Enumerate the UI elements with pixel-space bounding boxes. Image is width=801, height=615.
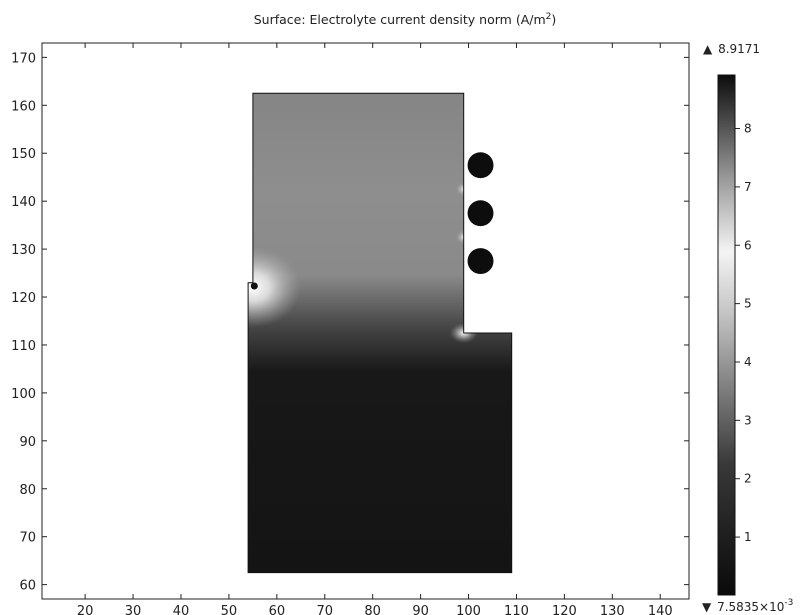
colorbar-ticks: 1 2 3 4 5 6 7 8 xyxy=(735,122,752,544)
colorbar-tick-label: 6 xyxy=(744,238,752,252)
x-tick-label: 50 xyxy=(221,604,238,615)
y-tick-label: 160 xyxy=(11,99,36,114)
colorbar-tick-label: 8 xyxy=(744,122,752,136)
colorbar-gradient xyxy=(717,74,736,596)
electrode-group xyxy=(250,152,494,290)
y-tick-label: 150 xyxy=(11,147,36,162)
y-tick-label: 110 xyxy=(11,339,36,354)
x-tick-label: 120 xyxy=(552,604,577,615)
x-tick-label: 40 xyxy=(173,604,190,615)
colorbar-max-value: 8.9171 xyxy=(718,42,760,56)
electrode-bump xyxy=(467,200,494,227)
colorbar-tick-label: 7 xyxy=(744,180,752,194)
geometry-outline xyxy=(247,92,513,574)
colorbar-max-marker: ▲ xyxy=(703,42,713,56)
y-tick-label: 90 xyxy=(19,435,36,450)
chart-title-main: Surface: Electrolyte current density nor… xyxy=(254,12,546,27)
colorbar-min-marker: ▼ xyxy=(702,600,712,614)
y-tick-label: 80 xyxy=(19,483,36,498)
colorbar-max-label: ▲ 8.9171 xyxy=(703,42,760,56)
x-tick-label: 30 xyxy=(125,604,142,615)
x-tick-label: 20 xyxy=(77,604,94,615)
colorbar-tick-label: 2 xyxy=(744,472,752,486)
colorbar-tick-label: 1 xyxy=(744,530,752,544)
y-tick-label: 60 xyxy=(19,579,36,594)
x-tick-label: 80 xyxy=(364,604,381,615)
x-tick-label: 100 xyxy=(456,604,481,615)
x-axis: 20 30 40 50 60 70 80 90 100 110 120 130 140 xyxy=(77,43,673,615)
colorbar-min-exponent: -3 xyxy=(784,598,793,608)
x-tick-label: 70 xyxy=(316,604,333,615)
colorbar-min-value: 7.5835×10 xyxy=(717,600,784,614)
x-tick-label: 140 xyxy=(648,604,673,615)
y-tick-label: 170 xyxy=(11,51,36,66)
colorbar-tick-label: 4 xyxy=(744,355,752,369)
y-axis: 60 70 80 90 100 110 120 130 140 150 160 170 xyxy=(11,51,689,594)
colorbar-tick-label: 5 xyxy=(744,297,752,311)
x-tick-label: 90 xyxy=(412,604,429,615)
colorbar-tick-label: 3 xyxy=(744,413,752,427)
electrode-bump xyxy=(467,248,494,275)
x-tick-label: 60 xyxy=(269,604,286,615)
colorbar-min-label: ▼ 7.5835×10-3 xyxy=(702,598,793,614)
y-tick-label: 70 xyxy=(19,531,36,546)
y-tick-label: 130 xyxy=(11,243,36,258)
y-tick-label: 100 xyxy=(11,387,36,402)
electrode-bump xyxy=(467,152,494,179)
colorbar: 1 2 3 4 5 6 7 8 ▲ 8.9171 ▼ 7.5835×10-3 xyxy=(702,42,793,614)
chart-title-superscript: 2 xyxy=(546,12,552,22)
chart-title-close: ) xyxy=(551,12,556,27)
y-tick-label: 120 xyxy=(11,291,36,306)
x-tick-label: 110 xyxy=(504,604,529,615)
chart-title: Surface: Electrolyte current density nor… xyxy=(254,12,557,27)
small-electrode xyxy=(250,282,258,290)
y-tick-label: 140 xyxy=(11,195,36,210)
x-tick-label: 130 xyxy=(600,604,625,615)
